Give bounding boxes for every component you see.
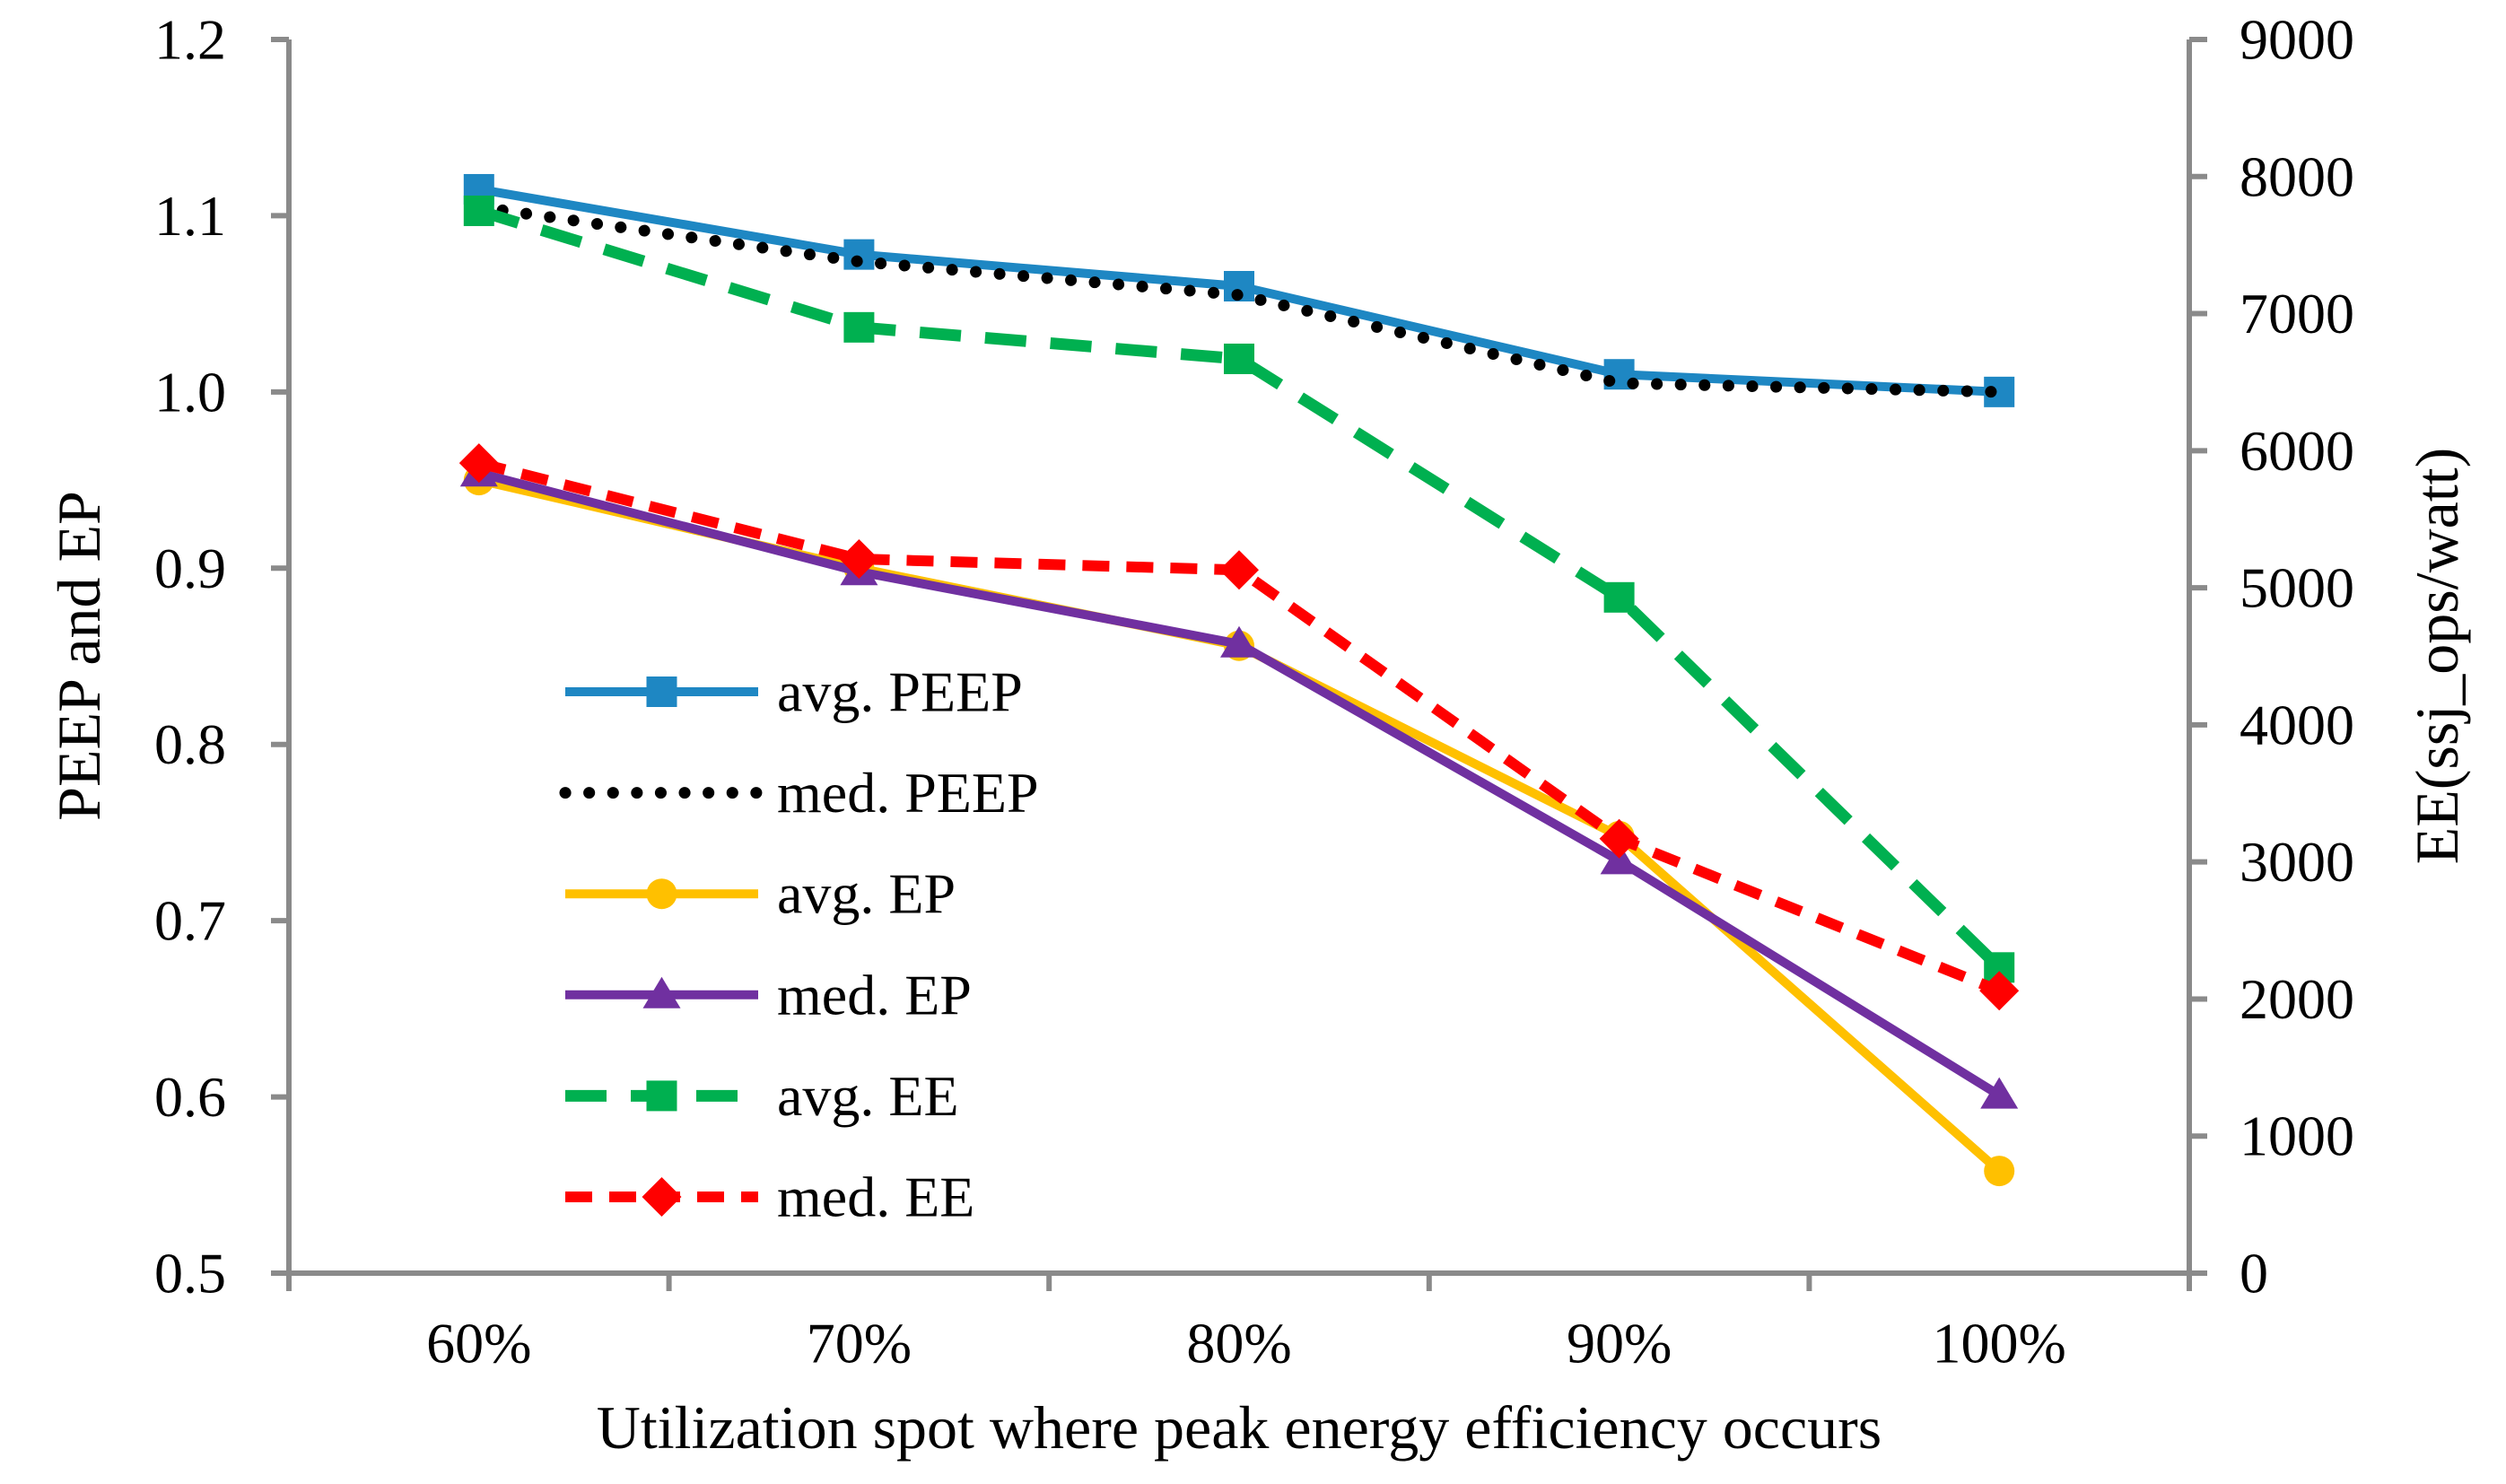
legend-item-avg-peep: avg. PEEP <box>565 660 1023 724</box>
legend-swatch-marker <box>646 1080 677 1112</box>
y-right-tick-label: 4000 <box>2240 693 2354 756</box>
y-right-tick-label: 1000 <box>2240 1104 2354 1168</box>
legend-swatch-marker <box>646 878 677 910</box>
legend-item-avg-ep: avg. EP <box>565 862 956 926</box>
y-right-tick-label: 8000 <box>2240 144 2354 208</box>
legend-swatch-marker <box>646 677 677 707</box>
data-point-marker <box>1603 581 1635 613</box>
y-left-tick-label: 0.8 <box>154 712 226 776</box>
data-point-marker <box>1984 1156 2015 1187</box>
legend-label: med. EP <box>777 963 972 1026</box>
legend: avg. PEEP med. PEEP avg. EP med. EP avg. EE m… <box>559 660 1039 1229</box>
y-right-tick-label: 9000 <box>2240 8 2354 72</box>
legend-label: med. PEEP <box>777 761 1039 825</box>
data-point-marker <box>1600 842 1638 875</box>
data-point-marker <box>463 195 494 226</box>
axes-layer: 1.2 1.1 1.0 0.9 0.8 0.7 0.6 0.5 9000 8000 7000 6000… <box>154 8 2354 1375</box>
x-tick-label: 100% <box>1933 1312 2066 1375</box>
series-med-ep <box>459 455 2019 1109</box>
legend-item-med-ep: med. EP <box>565 963 972 1026</box>
legend-label: avg. EE <box>777 1064 959 1128</box>
y-left-tick-label: 1.2 <box>154 8 226 72</box>
x-axis-title: Utilization spot where peak energy effic… <box>597 1393 1882 1462</box>
y-left-tick-label: 0.9 <box>154 537 226 600</box>
y-axis-left-title: PEEP and EP <box>45 491 113 821</box>
x-tick-label: 90% <box>1567 1312 1672 1375</box>
series-line <box>477 458 2002 996</box>
data-point-marker <box>1980 1077 2019 1109</box>
data-point-marker <box>1219 550 1259 590</box>
y-left-tick-label: 0.6 <box>154 1065 226 1129</box>
data-point-marker <box>1599 818 1639 859</box>
data-point-marker <box>1220 625 1258 658</box>
series-layer <box>458 173 2020 1187</box>
y-right-tick-label: 2000 <box>2240 967 2354 1031</box>
y-left-tick-label: 0.5 <box>154 1242 226 1305</box>
y-axis-right-title: EE(ssj_ops/watt) <box>2403 448 2471 865</box>
y-left-tick-label: 0.7 <box>154 889 226 953</box>
legend-item-avg-ee: avg. EE <box>565 1064 959 1128</box>
series-line <box>473 201 2005 398</box>
data-point-marker <box>458 443 499 484</box>
legend-swatch-marker <box>642 976 681 1008</box>
y-right-tick-label: 0 <box>2240 1242 2268 1305</box>
x-tick-label: 70% <box>807 1312 912 1375</box>
y-left-tick-label: 1.1 <box>154 184 226 248</box>
legend-label: avg. EP <box>777 862 956 926</box>
data-point-marker <box>1224 343 1254 374</box>
y-left-tick-label: 1.0 <box>154 360 226 423</box>
y-right-tick-label: 7000 <box>2240 282 2354 345</box>
series-med-ee <box>458 443 2020 1011</box>
y-right-tick-label: 3000 <box>2240 830 2354 894</box>
data-point-marker <box>839 539 879 580</box>
legend-swatch-marker <box>642 1177 682 1217</box>
data-point-marker <box>843 311 875 343</box>
legend-label: med. EE <box>777 1165 974 1229</box>
y-right-tick-label: 6000 <box>2240 419 2354 483</box>
x-tick-label: 80% <box>1186 1312 1291 1375</box>
series-med-peep <box>473 201 2005 398</box>
x-tick-label: 60% <box>426 1312 531 1375</box>
legend-item-med-peep: med. PEEP <box>559 761 1039 825</box>
data-point-marker <box>1979 971 2020 1011</box>
legend-label: avg. PEEP <box>777 660 1023 724</box>
y-right-tick-label: 5000 <box>2240 556 2354 620</box>
series-line <box>476 205 2004 972</box>
legend-item-med-ee: med. EE <box>565 1165 974 1229</box>
